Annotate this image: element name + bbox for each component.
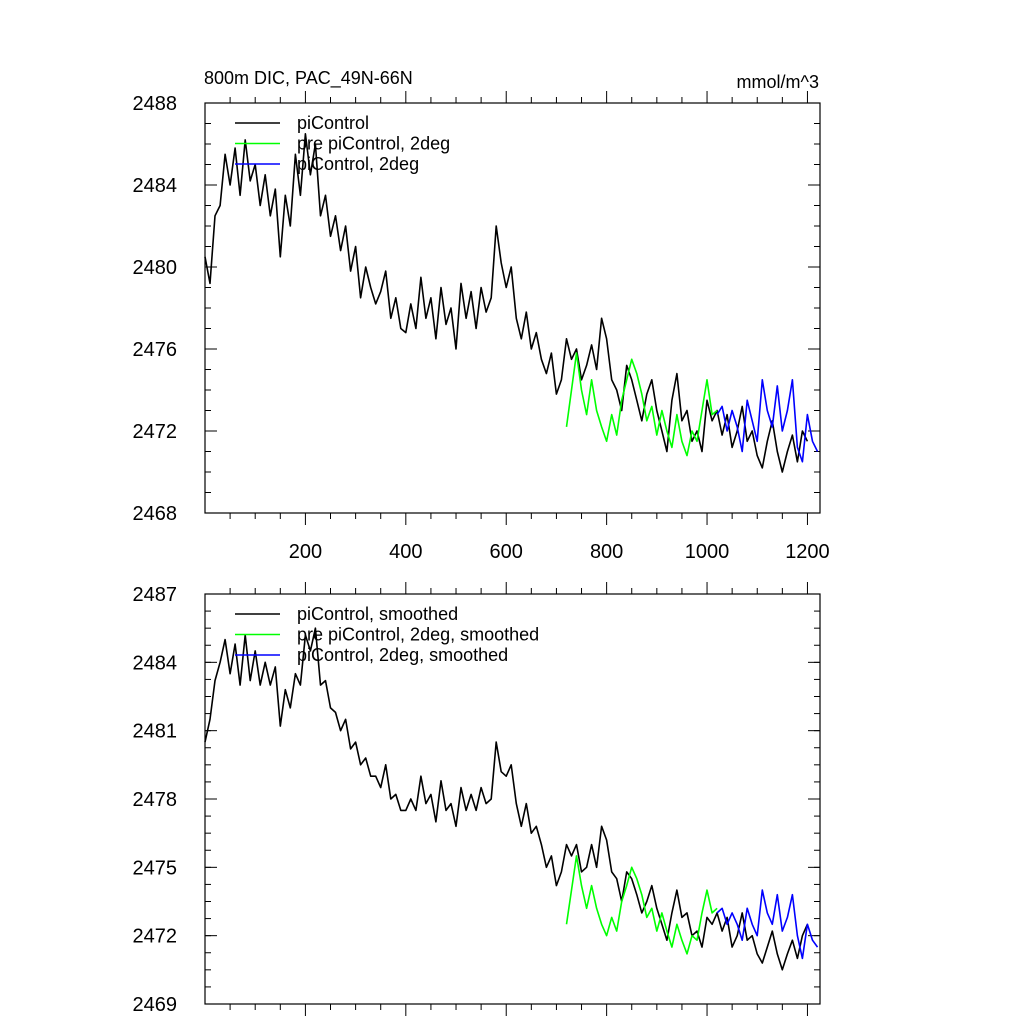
bottom-panel: 2469 2472 2475 2478 2481 2484 2487 piControl, … [133, 582, 821, 1016]
y-tick-label: 2472 [133, 421, 178, 443]
chart-title: 800m DIC, PAC_49N-66N [204, 68, 413, 89]
series-line-1 [565, 352, 718, 457]
x-tick-label: 800 [590, 541, 623, 563]
y-tick-label: 2475 [133, 857, 178, 879]
series-line-2 [716, 889, 819, 960]
top-panel: 2468 2472 2476 2480 2484 2488 200 400 600 800 1000… [133, 91, 830, 563]
legend-label: piControl, smoothed [297, 604, 458, 624]
series-line-0 [204, 627, 809, 971]
y-tick-label: 2468 [133, 503, 178, 525]
legend-label: piControl [297, 113, 369, 133]
x-tick-label: 1000 [685, 541, 730, 563]
series-line-2 [716, 378, 819, 463]
y-tick-label: 2478 [133, 789, 178, 811]
y-tick-label: 2476 [133, 339, 178, 361]
bottom-panel-series [204, 627, 819, 971]
y-tick-label: 2488 [133, 93, 178, 115]
bottom-panel-tick-labels: 2469 2472 2475 2478 2481 2484 2487 [133, 584, 178, 1016]
y-tick-label: 2481 [133, 721, 178, 743]
top-panel-tick-labels: 2468 2472 2476 2480 2484 2488 200 400 600 800 1000… [133, 93, 830, 563]
legend-label: piControl, 2deg [297, 154, 419, 174]
units-label: mmol/m^3 [737, 72, 819, 92]
legend-label: pre piControl, 2deg, smoothed [297, 625, 539, 645]
bottom-panel-frame [204, 593, 821, 1005]
y-tick-label: 2469 [133, 994, 178, 1016]
y-tick-label: 2484 [133, 652, 178, 674]
y-tick-label: 2472 [133, 926, 178, 948]
legend-label: piControl, 2deg, smoothed [297, 645, 508, 665]
y-tick-label: 2487 [133, 584, 178, 606]
x-tick-label: 400 [389, 541, 422, 563]
y-tick-label: 2480 [133, 257, 178, 279]
x-tick-label: 1200 [785, 541, 830, 563]
top-panel-series [204, 133, 819, 473]
series-line-0 [204, 133, 809, 473]
x-tick-label: 200 [289, 541, 322, 563]
legend-label: pre piControl, 2deg [297, 134, 450, 154]
top-panel-frame [204, 102, 821, 514]
series-line-1 [565, 855, 718, 955]
x-tick-label: 600 [490, 541, 523, 563]
y-tick-label: 2484 [133, 175, 178, 197]
